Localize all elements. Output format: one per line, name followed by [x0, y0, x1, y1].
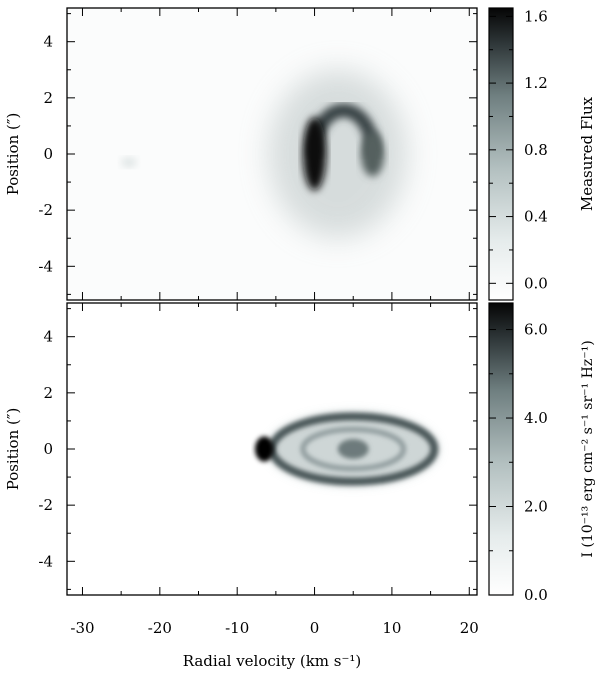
- heatmap-image-bottom: [67, 303, 477, 595]
- y-tick-labels-top: -4 -2 0 2 4: [38, 33, 53, 276]
- flux-faint-spot: [120, 157, 137, 168]
- x-tick-label: 10: [382, 619, 401, 637]
- colorbar-tick-label-top: 0.4: [524, 208, 548, 226]
- x-tick-label: -10: [225, 619, 249, 637]
- colorbar-tick-label-bottom: 6.0: [524, 321, 548, 339]
- intensity-center: [337, 439, 369, 459]
- intensity-inner-ring: [300, 426, 407, 472]
- colorbar-bottom: [488, 302, 514, 596]
- flux-peak-left: [302, 117, 327, 191]
- x-tick-label: -30: [70, 619, 94, 637]
- colorbar-tick-labels-top: 0.0 0.4 0.8 1.2 1.6: [524, 7, 548, 292]
- y-tick-labels-bottom: -4 -2 0 2 4: [38, 328, 53, 571]
- x-tick-label: 20: [460, 619, 479, 637]
- colorbar-tick-labels-bottom: 0.0 2.0 4.0 6.0: [524, 321, 548, 604]
- panel-measured-flux: -4 -2 0 2 4 Position (″) 0.0 0.4 0.8 1.2 1.6 Mea…: [4, 7, 596, 301]
- x-tick-label: -20: [148, 619, 172, 637]
- y-tick-label-top: -4: [38, 257, 53, 275]
- intensity-peak: [254, 436, 274, 462]
- y-tick-label-top: 4: [43, 33, 53, 51]
- colorbar-tick-label-top: 0.8: [524, 141, 548, 159]
- colorbar-tick-label-top: 0.0: [524, 274, 548, 292]
- y-axis-label-top: Position (″): [4, 113, 22, 196]
- colorbar-tick-label-top: 1.6: [524, 7, 548, 25]
- y-tick-label-bottom: 0: [43, 440, 53, 458]
- flux-peak-right: [360, 131, 385, 177]
- colorbar-tick-label-bottom: 4.0: [524, 409, 548, 427]
- y-tick-label-bottom: -4: [38, 552, 53, 570]
- colorbar-ticks-top: [489, 15, 513, 284]
- x-tick-labels-bottom: -30 -20 -10 0 10 20: [70, 619, 478, 637]
- colorbar-tick-label-bottom: 2.0: [524, 498, 548, 516]
- y-tick-label-top: -2: [38, 201, 53, 219]
- heatmap-image-top: [67, 8, 477, 300]
- x-tick-label: 0: [310, 619, 320, 637]
- x-axis-label: Radial velocity (km s⁻¹): [183, 652, 362, 670]
- colorbar-top: [488, 7, 514, 301]
- y-tick-label-bottom: -2: [38, 496, 53, 514]
- colorbar-tick-label-top: 1.2: [524, 74, 548, 92]
- y-tick-label-top: 0: [43, 145, 53, 163]
- y-tick-label-top: 2: [43, 89, 53, 107]
- axis-ticks-bottom: [67, 303, 477, 595]
- colorbar-ticks-bottom: [489, 329, 513, 596]
- axis-ticks-top: [67, 8, 477, 300]
- colorbar-label-top: Measured Flux: [578, 96, 596, 211]
- colorbar-tick-label-bottom: 0.0: [524, 586, 548, 604]
- y-tick-label-bottom: 2: [43, 384, 53, 402]
- colorbar-label-bottom: I (10⁻¹³ erg cm⁻² s⁻¹ sr⁻¹ Hz⁻¹): [580, 340, 596, 557]
- y-axis-label-bottom: Position (″): [4, 408, 22, 491]
- y-tick-label-bottom: 4: [43, 328, 53, 346]
- flux-halo: [268, 69, 408, 239]
